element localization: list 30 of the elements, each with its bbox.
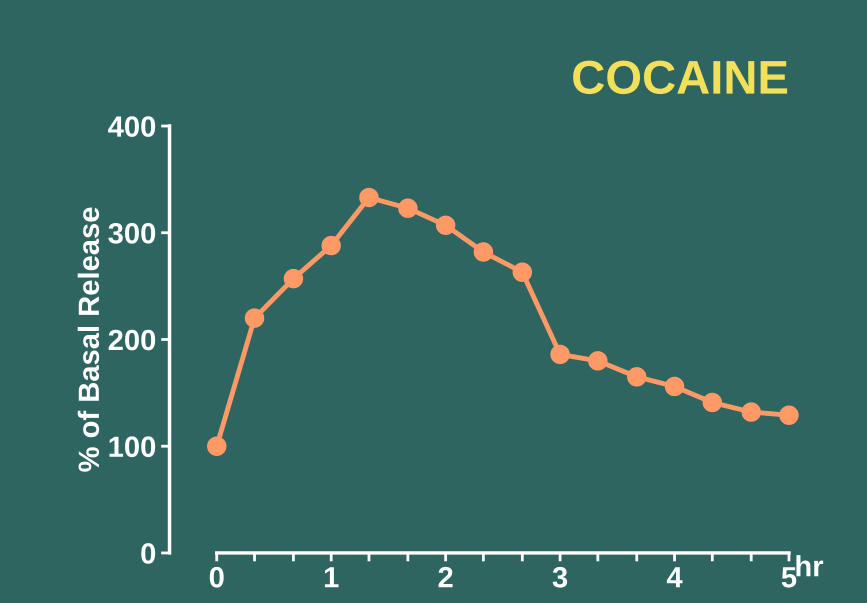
point bbox=[741, 402, 761, 422]
y-tick-label: 300 bbox=[108, 222, 156, 244]
point bbox=[627, 367, 646, 387]
point bbox=[588, 351, 608, 371]
point bbox=[284, 268, 304, 288]
y-tick-label: 100 bbox=[110, 436, 156, 458]
x-axis-title: hr bbox=[796, 555, 824, 576]
x-tick-label: 2 bbox=[438, 566, 453, 588]
point bbox=[550, 344, 570, 364]
point bbox=[321, 236, 341, 256]
point bbox=[474, 242, 494, 262]
point bbox=[436, 216, 456, 236]
x-tick-label: 0 bbox=[210, 566, 224, 588]
y-tick-label: 200 bbox=[108, 330, 156, 350]
point bbox=[207, 436, 226, 456]
y-tick-label: 0 bbox=[141, 543, 156, 564]
x-tick-label: 5 bbox=[782, 567, 796, 588]
y-tick-label: 400 bbox=[108, 116, 156, 137]
point bbox=[702, 392, 722, 412]
point bbox=[398, 198, 418, 218]
point bbox=[359, 188, 379, 208]
y-axis-title: % of Basal Release bbox=[78, 208, 100, 472]
point bbox=[512, 262, 532, 282]
point bbox=[779, 406, 799, 425]
x-tick-label: 3 bbox=[552, 566, 568, 588]
point bbox=[244, 308, 264, 328]
chart-title: COCAINE bbox=[573, 60, 788, 94]
point bbox=[664, 376, 684, 396]
x-tick-label: 1 bbox=[324, 567, 338, 588]
x-tick-label: 4 bbox=[666, 567, 682, 588]
